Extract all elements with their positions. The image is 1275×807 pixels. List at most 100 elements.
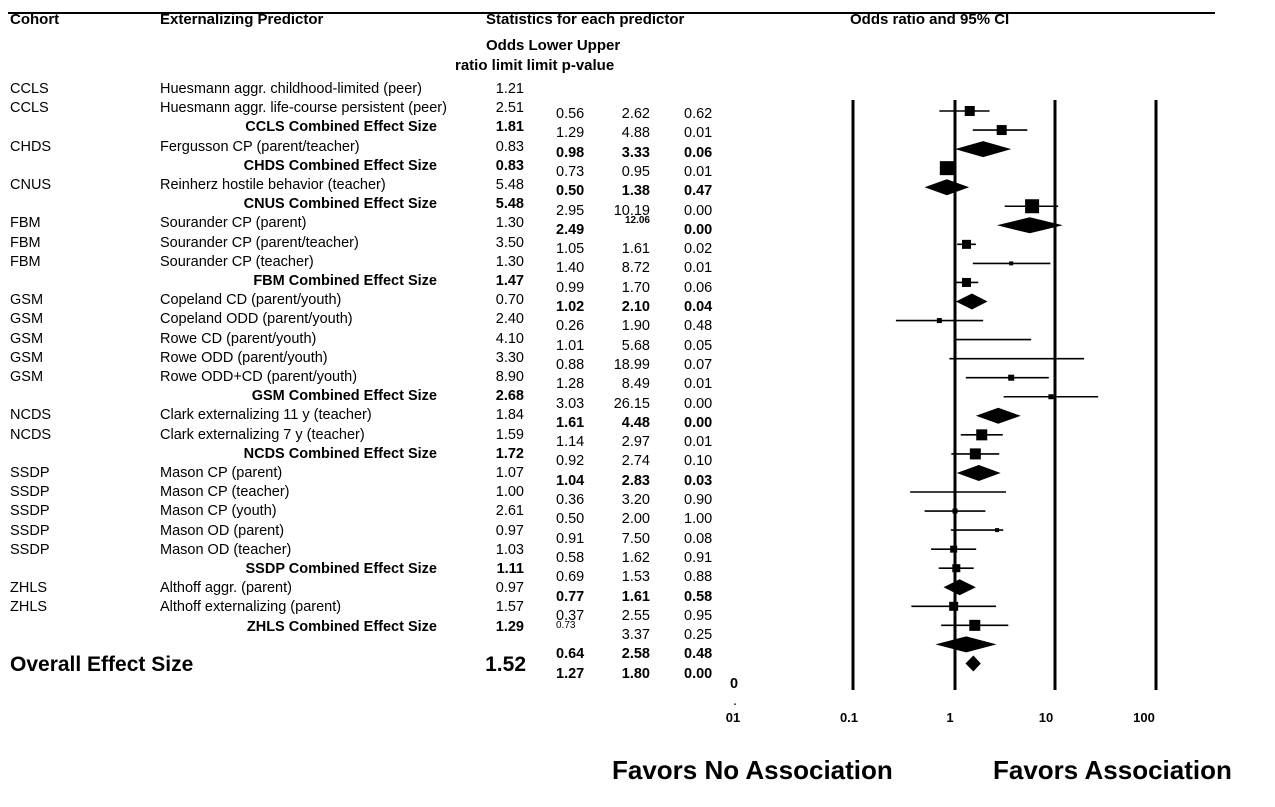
- effect-diamond: [943, 579, 976, 596]
- predictor-label: Clark externalizing 11 y (teacher): [160, 407, 372, 424]
- p-value: 0.02: [684, 241, 713, 258]
- predictor-label: Althoff externalizing (parent): [160, 599, 342, 616]
- estimate-square: [939, 161, 954, 176]
- p-value: 0.00: [684, 221, 713, 238]
- lower-limit-value: 0.50: [556, 183, 585, 200]
- header-stats: Statistics for each predictor: [486, 11, 685, 28]
- odds-ratio-value: 1.57: [495, 599, 524, 616]
- estimate-square: [969, 448, 981, 460]
- predictor-label: Mason CP (youth): [160, 503, 277, 520]
- upper-limit-value: 10.19: [613, 202, 650, 219]
- lower-limit-value: 1.28: [556, 376, 585, 393]
- estimate-square: [1008, 374, 1015, 381]
- odds-ratio-value: 3.50: [495, 234, 524, 251]
- estimate-square: [1025, 199, 1040, 214]
- lower-limit-value: 0.37: [556, 607, 585, 624]
- estimate-square: [1048, 394, 1054, 400]
- lower-limit-value: 0.64: [556, 646, 585, 663]
- lower-limit-value: 0.73: [556, 620, 576, 632]
- upper-limit-value: 1.80: [621, 665, 650, 682]
- cohort-label: NCDS: [10, 426, 52, 443]
- cohort-label: SSDP: [10, 484, 50, 501]
- cohort-label: FBM: [10, 234, 41, 251]
- upper-limit-value: 4.48: [621, 414, 650, 431]
- odds-ratio-value: 3.30: [495, 349, 524, 366]
- upper-limit-value: 1.70: [621, 279, 650, 296]
- subheader-line-2: ratio limit limit p-value: [455, 57, 615, 74]
- lower-limit-value: 0.36: [556, 492, 585, 508]
- combined-effect-label: CNUS Combined Effect Size: [243, 196, 437, 213]
- estimate-square: [995, 528, 1000, 533]
- cohort-label: CCLS: [10, 81, 49, 97]
- lower-limit-value: 0.88: [556, 356, 585, 373]
- upper-limit-value: 1.90: [621, 318, 650, 335]
- p-value: 0.01: [684, 163, 713, 180]
- predictor-label: Copeland CD (parent/youth): [160, 292, 342, 309]
- upper-limit-value: 3.37: [621, 627, 650, 644]
- predictor-label: Mason CP (teacher): [160, 484, 290, 501]
- p-value: 0.03: [684, 472, 713, 489]
- cohort-label: SSDP: [10, 465, 50, 481]
- lower-limit-value: 0.77: [556, 588, 585, 605]
- odds-ratio-value: 1.84: [495, 407, 524, 424]
- effect-diamond: [956, 464, 1001, 481]
- lower-limit-value: 1.61: [556, 414, 585, 431]
- p-value: 0.48: [684, 318, 713, 335]
- estimate-square: [969, 619, 981, 631]
- estimate-square: [950, 545, 958, 553]
- lower-limit-value: 2.49: [556, 221, 585, 238]
- predictor-label: Huesmann aggr. childhood-limited (peer): [160, 81, 422, 97]
- effect-diamond: [996, 217, 1063, 234]
- odds-ratio-value: 1.72: [495, 445, 524, 462]
- favors-association-label: Favors Association: [993, 755, 1232, 785]
- p-value: 0.00: [684, 395, 713, 412]
- lower-limit-value: 1.04: [556, 472, 585, 489]
- estimate-square: [949, 601, 959, 611]
- lower-limit-value: 0.50: [556, 511, 585, 528]
- p-value: 0.06: [684, 144, 713, 161]
- upper-limit-value: 4.88: [621, 125, 650, 142]
- predictor-label: Huesmann aggr. life-course persistent (p…: [160, 100, 447, 117]
- upper-limit-value: 2.10: [621, 299, 650, 315]
- subheader-line-1: Odds Lower Upper: [486, 37, 621, 54]
- upper-limit-value: 3.33: [621, 144, 650, 161]
- p-value: 0.08: [684, 530, 713, 547]
- odds-ratio-value: 5.48: [495, 196, 524, 213]
- p-value: 0.90: [684, 492, 713, 508]
- cohort-label: FBM: [10, 215, 41, 232]
- odds-ratio-value: 0.83: [495, 157, 524, 174]
- odds-ratio-value: 0.97: [495, 522, 524, 539]
- stray-zero-label: 0: [730, 676, 739, 692]
- upper-limit-value: 18.99: [613, 356, 650, 373]
- odds-ratio-value: 1.07: [495, 465, 524, 481]
- estimate-square: [976, 429, 988, 441]
- p-value: 0.04: [684, 299, 713, 315]
- upper-limit-value: 0.95: [621, 163, 650, 180]
- p-value: 0.01: [684, 434, 713, 451]
- overall-label: Overall Effect Size: [10, 653, 194, 676]
- lower-limit-value: 0.91: [556, 530, 585, 547]
- upper-limit-value: 1.61: [621, 241, 650, 258]
- upper-limit-value: 12.06: [624, 214, 650, 226]
- predictor-label: Fergusson CP (parent/teacher): [160, 138, 360, 155]
- upper-limit-value: 2.62: [621, 106, 650, 122]
- cohort-label: SSDP: [10, 522, 50, 539]
- combined-effect-label: FBM Combined Effect Size: [253, 273, 437, 289]
- upper-limit-value: 2.83: [621, 472, 650, 489]
- effect-diamond: [975, 407, 1021, 424]
- lower-limit-value: 1.40: [556, 260, 585, 277]
- favors-no-association-label: Favors No Association: [612, 755, 893, 785]
- cohort-label: GSM: [10, 369, 44, 385]
- upper-limit-value: 7.50: [621, 530, 650, 547]
- p-value: 0.05: [684, 337, 713, 354]
- stray-dot-label: .: [733, 693, 738, 709]
- header-plot: Odds ratio and 95% CI: [850, 11, 1010, 28]
- effect-diamond: [935, 636, 997, 653]
- lower-limit-value: 2.95: [556, 202, 585, 219]
- upper-limit-value: 1.62: [621, 549, 650, 566]
- lower-limit-value: 0.73: [556, 163, 585, 180]
- predictor-label: Clark externalizing 7 y (teacher): [160, 426, 365, 443]
- upper-limit-value: 2.00: [621, 511, 650, 528]
- lower-limit-value: 0.92: [556, 453, 585, 470]
